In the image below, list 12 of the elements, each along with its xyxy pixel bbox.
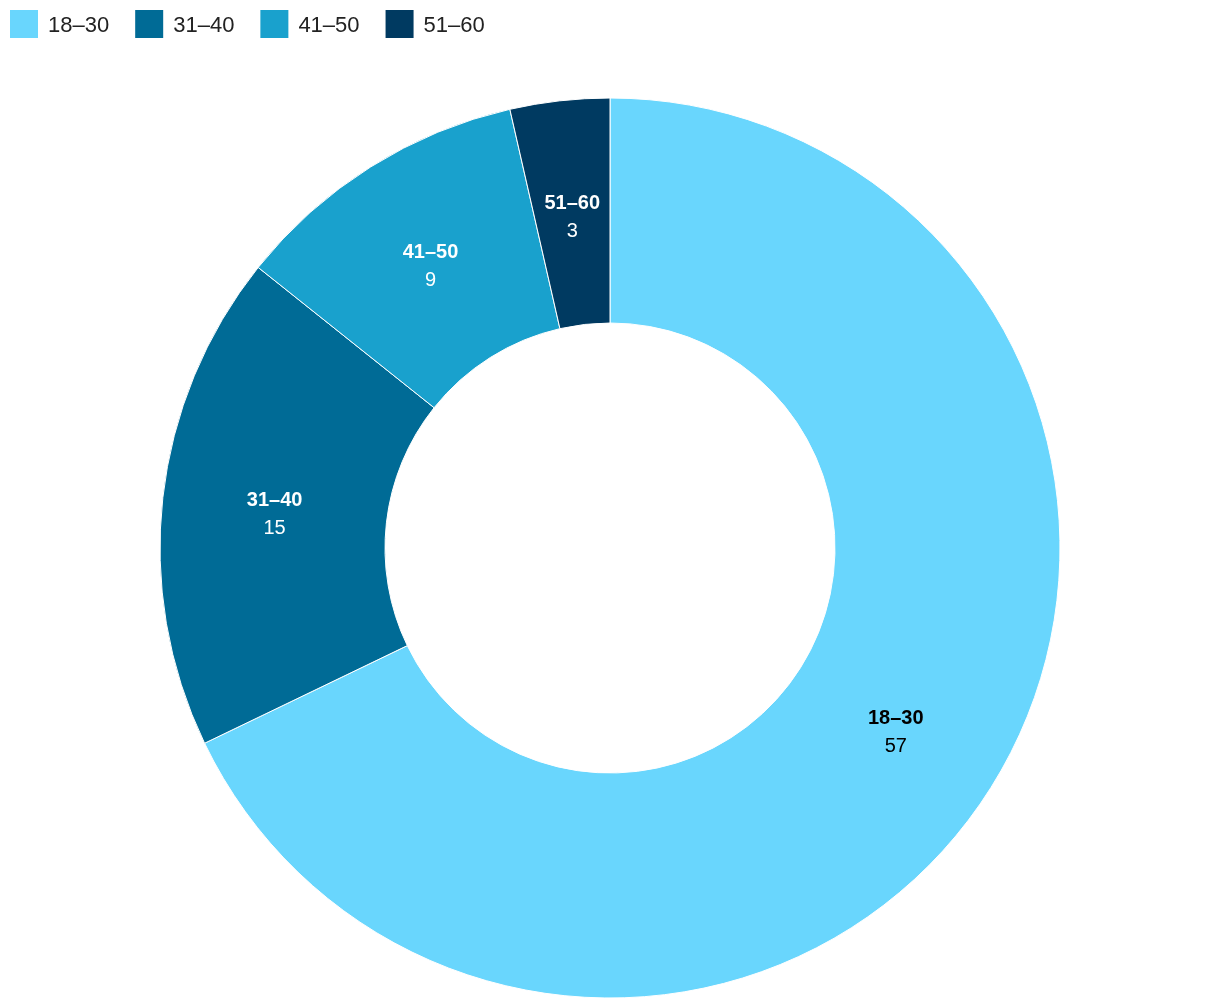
data-label: 57 [884,733,907,756]
legend-label: 18–30 [48,12,110,37]
legend-label: 41–50 [298,12,360,37]
legend-label: 31–40 [173,12,235,37]
slice-label: 51–60 [544,190,601,213]
data-label: 15 [263,516,286,539]
slice-label: 31–40 [246,488,303,511]
data-label: 9 [424,268,436,291]
legend-label: 51–60 [423,12,485,37]
slice-label: 41–50 [402,240,459,263]
slice-label: 18–30 [867,705,924,728]
data-label: 3 [566,218,578,241]
